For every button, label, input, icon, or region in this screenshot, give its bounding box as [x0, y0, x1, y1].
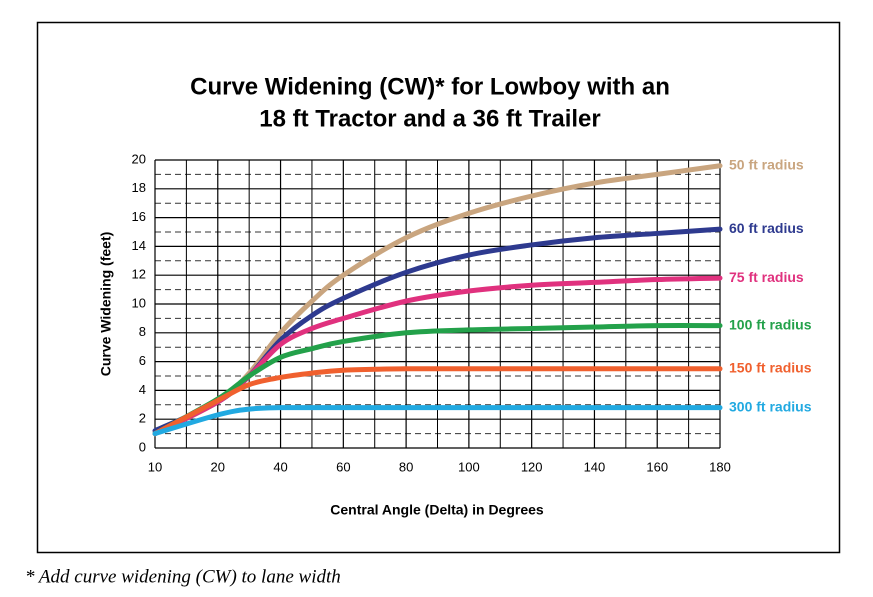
- legend-label: 100 ft radius: [729, 316, 812, 332]
- x-tick-label: 140: [584, 459, 606, 474]
- x-tick-label: 180: [709, 459, 731, 474]
- legend-label: 75 ft radius: [729, 269, 804, 285]
- chart-title: Curve Widening (CW)* for Lowboy with an: [190, 73, 670, 100]
- y-tick-label: 12: [132, 267, 146, 282]
- line: [152, 405, 723, 437]
- y-tick-label: 4: [139, 382, 146, 397]
- x-tick-label: 120: [521, 459, 543, 474]
- footnote: * Add curve widening (CW) to lane width: [25, 566, 341, 587]
- y-tick-label: 16: [132, 209, 146, 224]
- x-tick-label: 60: [336, 459, 350, 474]
- legend-label: 60 ft radius: [729, 220, 804, 236]
- x-tick-label: 40: [273, 459, 287, 474]
- frame: [36, 21, 841, 554]
- x-tick-label: 80: [399, 459, 413, 474]
- legend-label: 300 ft radius: [729, 398, 812, 414]
- x-tick-label: 160: [646, 459, 668, 474]
- y-tick-label: 6: [139, 353, 146, 368]
- y-tick-label: 2: [139, 411, 146, 426]
- x-axis-label: Central Angle (Delta) in Degrees: [330, 502, 544, 518]
- y-tick-label: 0: [139, 439, 146, 454]
- y-tick-label: 8: [139, 324, 146, 339]
- legend-label: 50 ft radius: [729, 156, 804, 172]
- chart-title: 18 ft Tractor and a 36 ft Trailer: [259, 105, 600, 132]
- line: [152, 366, 723, 437]
- y-tick-label: 14: [132, 238, 146, 253]
- legend-label: 150 ft radius: [729, 360, 812, 376]
- x-tick-label: 20: [211, 459, 225, 474]
- y-tick-label: 10: [132, 295, 146, 310]
- y-tick-label: 20: [132, 151, 146, 166]
- x-tick-label: 100: [458, 459, 480, 474]
- x-tick-label: 10: [148, 459, 162, 474]
- line: [152, 322, 723, 437]
- y-tick-label: 18: [132, 180, 146, 195]
- y-axis-label: Curve Widening (feet): [98, 232, 114, 377]
